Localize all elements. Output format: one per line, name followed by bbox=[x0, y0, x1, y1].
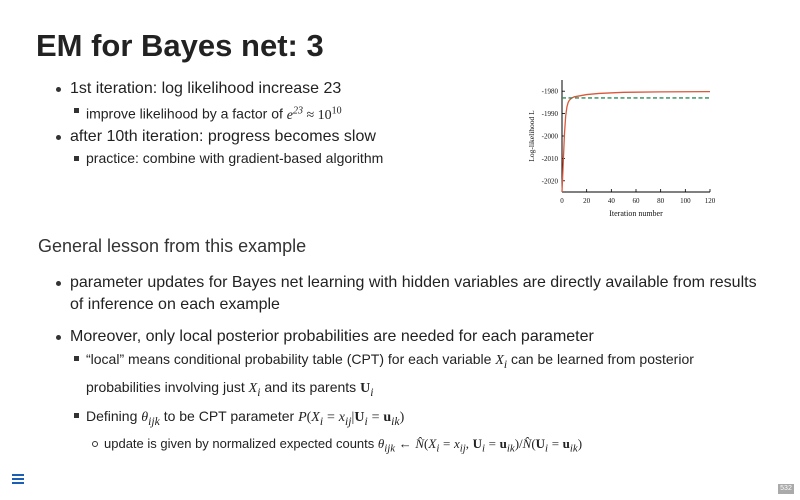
page-number: 532 bbox=[778, 484, 794, 494]
math-ui: Ui bbox=[360, 380, 374, 399]
slide-title: EM for Bayes net: 3 bbox=[36, 28, 324, 63]
x-tick-label: 0 bbox=[560, 197, 564, 205]
sub-bullet-defining-theta: Defining θijk to be CPT parameter P(Xi =… bbox=[36, 405, 766, 433]
lesson-bullet-list: parameter updates for Bayes net learning… bbox=[36, 272, 766, 460]
text-part: to be CPT parameter bbox=[159, 407, 299, 424]
text-part: Defining bbox=[86, 407, 142, 424]
y-tick-label: -1980 bbox=[542, 88, 559, 96]
math-xi: Xi bbox=[248, 380, 261, 399]
text-part: can be learned from posterior probabilit… bbox=[86, 351, 694, 395]
x-tick-label: 60 bbox=[633, 197, 641, 205]
y-tick-label: -1990 bbox=[542, 110, 559, 118]
text-part: “local” means conditional probability ta… bbox=[86, 351, 496, 367]
x-tick-label: 80 bbox=[657, 197, 665, 205]
math-xi: Xi bbox=[495, 353, 508, 371]
x-tick-label: 100 bbox=[680, 197, 691, 205]
log-likelihood-chart: -1980 -1990 -2000 -2010 -2020 0 20 40 60 80 100 12… bbox=[527, 80, 716, 218]
menu-icon[interactable] bbox=[12, 474, 24, 484]
sub-bullet-practice: practice: combine with gradient-based al… bbox=[36, 148, 506, 169]
y-tick-label: -2020 bbox=[542, 177, 559, 185]
y-axis-ticks: -1980 -1990 -2000 -2010 -2020 bbox=[542, 88, 565, 185]
y-tick-label: -2010 bbox=[542, 155, 559, 163]
x-axis-ticks: 0 20 40 60 80 100 120 bbox=[560, 189, 716, 205]
menu-icon-bar bbox=[12, 478, 24, 480]
menu-icon-bar bbox=[12, 482, 24, 484]
x-tick-label: 20 bbox=[583, 197, 591, 205]
bullet-first-iteration: 1st iteration: log likelihood increase 2… bbox=[36, 78, 506, 100]
sub-bullet-likelihood-factor: improve likelihood by a factor of e23 ≈ … bbox=[36, 100, 506, 126]
chart-series bbox=[561, 91, 711, 193]
text-part: and its parents bbox=[260, 378, 361, 395]
bullet-after-tenth: after 10th iteration: progress becomes s… bbox=[36, 126, 506, 148]
math-theta: θijk bbox=[141, 409, 160, 428]
menu-icon-bar bbox=[12, 474, 24, 476]
math-factor: e23 ≈ 1010 bbox=[286, 105, 342, 123]
sub-bullet-local-meaning: “local” means conditional probability ta… bbox=[36, 348, 766, 404]
math-cpt-parameter: P(Xi = xij|Ui = uik) bbox=[298, 409, 405, 428]
x-tick-label: 40 bbox=[608, 197, 616, 205]
top-bullet-list: 1st iteration: log likelihood increase 2… bbox=[36, 78, 506, 169]
math-update-rule: θijk ← N̂(Xi = xij, Ui = uik)/N̂(Ui = ui… bbox=[377, 436, 583, 455]
sub-sub-bullet-update-rule: update is given by normalized expected c… bbox=[36, 433, 766, 460]
bullet-local-posteriors: Moreover, only local posterior probabili… bbox=[36, 326, 766, 348]
sub-bullet-text: improve likelihood by a factor of bbox=[86, 105, 287, 122]
series-line-1 bbox=[561, 91, 711, 193]
section-heading: General lesson from this example bbox=[38, 236, 307, 256]
x-tick-label: 120 bbox=[705, 197, 716, 205]
y-tick-label: -2000 bbox=[542, 133, 559, 141]
x-axis-label: Iteration number bbox=[609, 209, 663, 218]
bullet-parameter-updates: parameter updates for Bayes net learning… bbox=[36, 272, 766, 316]
text-part: update is given by normalized expected c… bbox=[104, 436, 378, 452]
y-axis-label: Log-likelihood L bbox=[527, 110, 536, 162]
